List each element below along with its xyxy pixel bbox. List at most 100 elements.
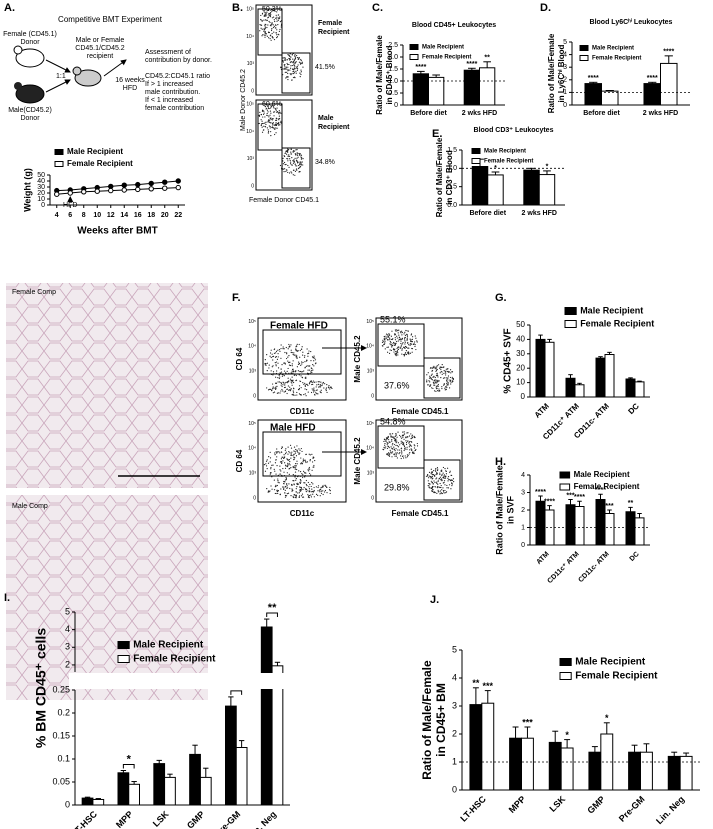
cell-dot xyxy=(396,349,399,351)
cell-dot xyxy=(389,449,391,451)
cell-dot xyxy=(386,437,388,439)
bar xyxy=(117,772,130,806)
cell-dot xyxy=(299,356,301,358)
cell-dot xyxy=(308,466,310,469)
cell-dot xyxy=(384,444,386,446)
cell-dot xyxy=(297,64,299,66)
y-tick-label: 0.1 xyxy=(57,753,70,763)
cell-dot xyxy=(314,393,316,396)
gate-percent: 60.6% xyxy=(262,101,282,108)
cell-dot xyxy=(288,463,290,465)
cell-dot xyxy=(396,440,398,442)
cell-dot xyxy=(275,31,277,34)
cell-dot xyxy=(291,73,293,75)
cell-dot xyxy=(290,447,293,449)
y-tick-label: 30 xyxy=(516,349,525,358)
cell-dot xyxy=(295,354,297,356)
cell-dot xyxy=(292,393,294,395)
diagram-text: Assessment of xyxy=(145,49,191,56)
cell-dot xyxy=(291,172,293,174)
cell-dot xyxy=(312,364,314,366)
cell-dot xyxy=(411,347,413,350)
cell-dot xyxy=(287,377,289,379)
cell-dot xyxy=(275,361,278,363)
cell-dot xyxy=(275,387,277,390)
cell-dot xyxy=(451,485,453,487)
cell-dot xyxy=(305,377,307,380)
cell-dot xyxy=(443,370,445,372)
cell-dot xyxy=(271,476,273,478)
cell-dot xyxy=(415,348,417,351)
cell-dot xyxy=(401,455,404,458)
cell-dot xyxy=(443,476,445,478)
cell-dot xyxy=(445,476,447,478)
cell-dot xyxy=(329,486,331,489)
cell-dot xyxy=(284,71,286,73)
cell-dot xyxy=(288,343,290,346)
cell-dot xyxy=(292,169,295,171)
cell-dot xyxy=(431,387,433,389)
cell-dot xyxy=(286,153,288,155)
cell-dot xyxy=(321,383,323,385)
cell-dot xyxy=(266,468,268,470)
diagram-text: If > 1 increased xyxy=(145,81,193,88)
cell-dot xyxy=(268,120,270,122)
cell-dot xyxy=(400,457,402,460)
cell-dot xyxy=(445,374,447,376)
cell-dot xyxy=(291,79,293,81)
cell-dot xyxy=(443,384,445,386)
cell-dot xyxy=(308,488,311,490)
y-tick-label: 0.25 xyxy=(52,684,70,694)
diagram-text: recipient xyxy=(87,53,114,60)
cell-dot xyxy=(286,169,288,171)
cell-dot xyxy=(276,484,278,487)
cell-dot xyxy=(269,14,271,16)
cell-dot xyxy=(434,486,437,488)
cell-dot xyxy=(272,383,274,385)
cell-dot xyxy=(276,392,279,394)
x-tick-label: 6 xyxy=(68,212,72,219)
cell-dot xyxy=(285,357,288,360)
legend-label: Female Recipient xyxy=(575,671,658,682)
cell-dot xyxy=(280,67,282,69)
cell-dot xyxy=(443,481,445,484)
diagram-text: CD45.2:CD45.1 ratio xyxy=(145,73,210,80)
cell-dot xyxy=(266,114,268,116)
cell-dot xyxy=(271,464,273,466)
gate-percent: 29.8% xyxy=(384,482,410,492)
cell-dot xyxy=(285,71,288,73)
cell-dot xyxy=(275,119,278,121)
cell-dot xyxy=(452,380,454,382)
cell-dot xyxy=(299,370,301,373)
cell-dot xyxy=(297,483,300,485)
cell-dot xyxy=(389,433,391,435)
cell-dot xyxy=(299,471,302,473)
cell-dot xyxy=(328,385,330,387)
cell-dot xyxy=(286,392,288,395)
cell-dot xyxy=(310,371,312,373)
cell-dot xyxy=(301,346,303,348)
cell-dot xyxy=(273,489,276,491)
cell-dot xyxy=(283,171,285,173)
cell-dot xyxy=(300,71,302,73)
cell-dot xyxy=(266,14,268,16)
cell-dot xyxy=(400,447,403,449)
cell-dot xyxy=(434,491,436,494)
cell-dot xyxy=(433,486,435,488)
gate xyxy=(257,103,283,151)
cell-dot xyxy=(265,12,267,14)
cell-dot xyxy=(288,355,290,357)
cell-dot xyxy=(293,456,295,458)
cell-dot xyxy=(431,369,434,372)
cell-dot xyxy=(439,372,441,374)
cell-dot xyxy=(301,348,303,350)
cell-dot xyxy=(283,348,285,350)
cell-dot xyxy=(303,393,305,396)
cell-dot xyxy=(451,376,453,378)
cell-dot xyxy=(309,468,311,470)
cell-dot xyxy=(276,111,278,113)
legend-label: Male Recipient xyxy=(575,657,646,668)
cell-dot xyxy=(389,441,391,443)
cell-dot xyxy=(441,387,443,390)
cell-dot xyxy=(269,355,271,357)
